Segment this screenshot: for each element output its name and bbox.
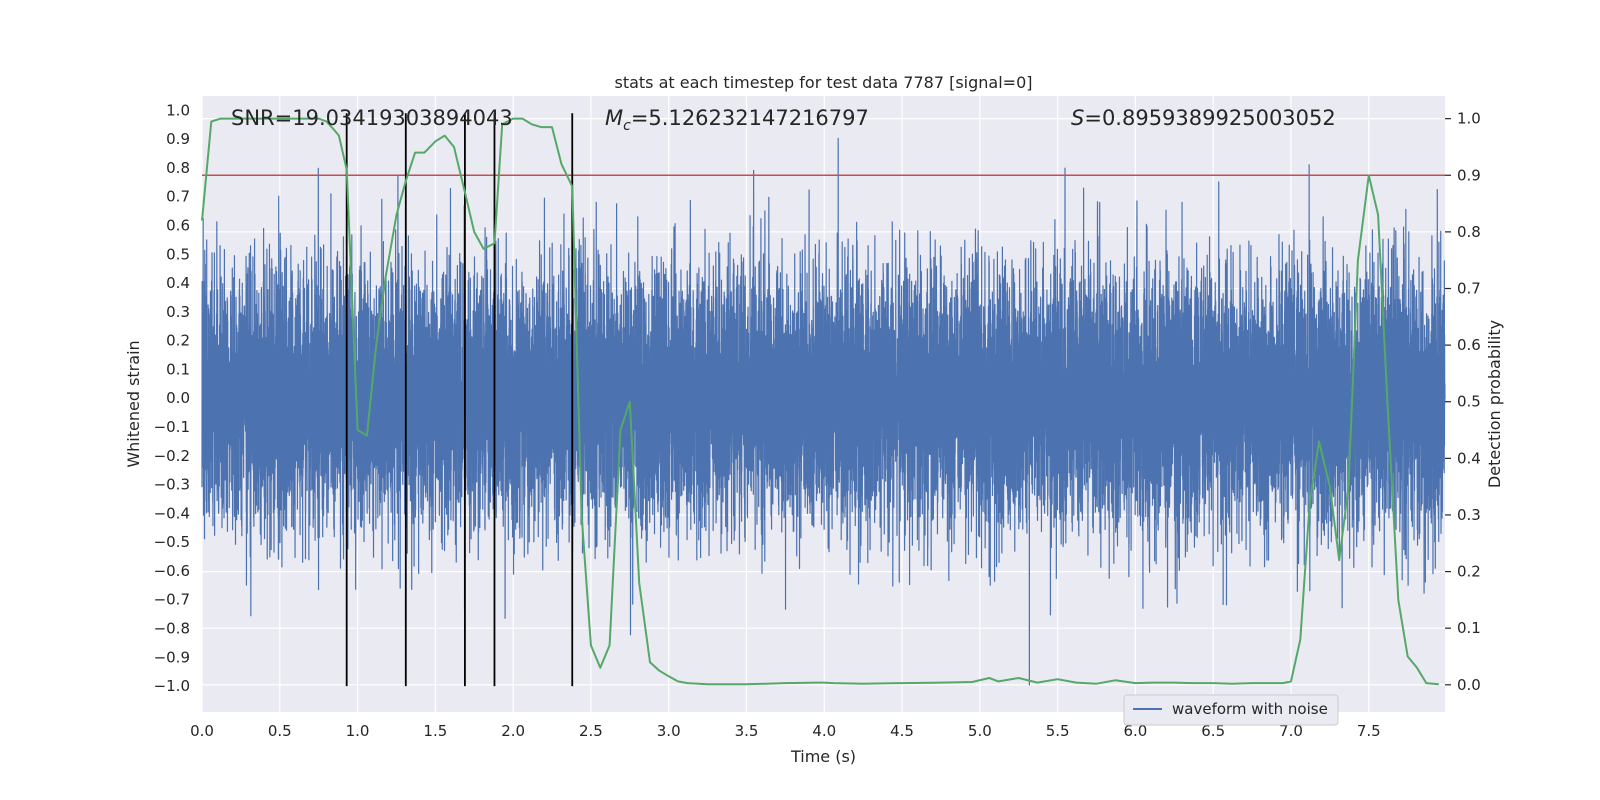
y2-tick-label: 0.3 [1457,506,1481,524]
y2-tick-label: 0.6 [1457,336,1481,354]
y-tick-label: 0.6 [166,217,190,235]
x-tick-label: 4.0 [812,722,836,740]
y-tick-label: 1.0 [166,101,190,119]
x-tick-label: 5.5 [1046,722,1070,740]
y-tick-label: −0.2 [154,447,190,465]
y-tick-label: 0.7 [166,188,190,206]
probability-series [201,117,1439,686]
chirp-mass-subscript: c [623,118,631,134]
x-tick-label: 2.0 [501,722,525,740]
x-tick-label: 3.0 [657,722,681,740]
chart-title: stats at each timestep for test data 778… [614,73,1032,92]
s-annotation: S=0.8959389925003052 [1071,106,1336,130]
x-tick-label: 5.0 [968,722,992,740]
x-tick-label: 1.5 [423,722,447,740]
waveform-series [201,137,1446,686]
y-tick-label: −0.6 [154,562,190,580]
chirp-mass-value: =5.126232147216797 [631,106,869,130]
waveform-line [201,137,1446,686]
y2-tick-label: 0.4 [1457,449,1481,467]
y2-tick-label: 0.9 [1457,166,1481,184]
x-tick-label: 3.5 [735,722,759,740]
y-tick-label: −0.3 [154,476,190,494]
y-tick-label: 0.1 [166,360,190,378]
y2-tick-label: 0.0 [1457,676,1481,694]
y2-tick-label: 1.0 [1457,110,1481,128]
y-tick-label: 0.4 [166,274,190,292]
y-axis-right-ticks: 1.0 0.9 0.8 0.7 0.6 0.5 0.4 0.3 0.2 0.1 0.0 [1445,110,1481,694]
y-tick-label: −0.8 [154,620,190,638]
x-tick-label: 0.0 [190,722,214,740]
y-tick-label: −0.1 [154,418,190,436]
y-tick-label: −0.7 [154,591,190,609]
y-tick-label: −0.5 [154,533,190,551]
y2-tick-label: 0.5 [1457,393,1481,411]
y-tick-label: 0.5 [166,245,190,263]
y2-tick-label: 0.8 [1457,223,1481,241]
s-value: =0.8959389925003052 [1084,106,1335,130]
legend-box [1123,694,1339,726]
chirp-mass-annotation: Mc=5.126232147216797 [605,106,869,134]
x-tick-label: 7.0 [1279,722,1303,740]
x-axis-title: Time (s) [790,747,856,766]
y2-axis-title: Detection probability [1485,320,1504,488]
x-tick-label: 1.0 [346,722,370,740]
legend-label: waveform with noise [1172,700,1328,718]
y2-tick-label: 0.1 [1457,619,1481,637]
y-axis-left-ticks: 1.0 0.9 0.8 0.7 0.6 0.5 0.4 0.3 0.2 0.1 0.0 −0.1 −0.… [154,101,190,695]
chirp-mass-symbol: M [605,106,623,130]
snr-annotation: SNR=19.03419303894043 [231,106,513,130]
x-tick-label: 7.5 [1357,722,1381,740]
x-tick-label: 6.0 [1123,722,1147,740]
probability-line [201,117,1439,686]
legend: waveform with noise [1123,694,1339,726]
x-tick-label: 0.5 [268,722,292,740]
y-tick-label: 0.8 [166,159,190,177]
y-tick-label: 0.9 [166,130,190,148]
y2-tick-label: 0.2 [1457,563,1481,581]
y2-tick-label: 0.7 [1457,280,1481,298]
vertical-markers [345,113,574,687]
x-axis-ticks: 0.0 0.5 1.0 1.5 2.0 2.5 3.0 3.5 4.0 4.5 5.0 5.5 6.0 6… [190,722,1381,740]
y-tick-label: 0.0 [166,389,190,407]
y-tick-label: 0.3 [166,303,190,321]
y-tick-label: −1.0 [154,677,190,695]
x-tick-label: 2.5 [579,722,603,740]
x-tick-label: 6.5 [1201,722,1225,740]
s-symbol: S [1071,106,1084,130]
y-tick-label: 0.2 [166,332,190,350]
y-tick-label: −0.4 [154,504,190,522]
y-axis-title: Whitened strain [124,340,143,467]
y-tick-label: −0.9 [154,648,190,666]
x-tick-label: 4.5 [890,722,914,740]
